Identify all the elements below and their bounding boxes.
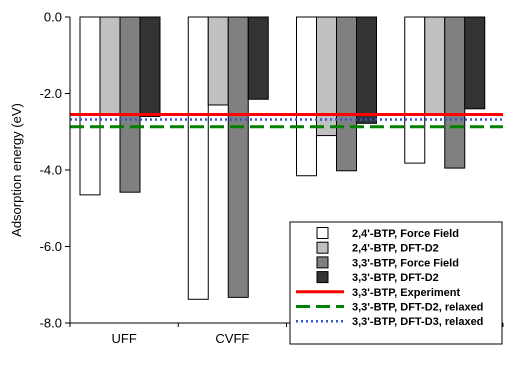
bar [187, 16, 209, 300]
y-ticks-layer: 0.0 -2.0 -4.0 -6.0 -8.0 [40, 10, 70, 331]
bar [296, 16, 317, 177]
legend-label: 2,4'-BTP, DFT-D2 [352, 243, 439, 255]
bar [99, 16, 121, 116]
bar [139, 16, 161, 117]
legend-swatch [316, 241, 329, 254]
bar [119, 16, 141, 193]
bar [227, 16, 249, 298]
legend-swatch [316, 256, 329, 269]
legend-label: 2,4'-BTP, Force Field [352, 228, 459, 240]
bar [356, 16, 377, 124]
bar [424, 16, 446, 116]
bar [404, 16, 426, 164]
legend-label: 3,3'-BTP, DFT-D2, relaxed [352, 302, 483, 314]
y-tick-label: -6.0 [40, 239, 62, 254]
bar [79, 16, 101, 196]
legend-items: 2,4'-BTP, Force Field 2,4'-BTP, DFT-D2 3,3… [296, 227, 483, 328]
legend-swatch [316, 271, 329, 284]
legend-swatch [316, 227, 329, 239]
bars-layer [79, 16, 486, 300]
y-tick-label: -4.0 [40, 163, 62, 178]
y-tick-label: 0.0 [44, 10, 62, 25]
y-tick-label: -2.0 [40, 86, 62, 101]
reference-lines-layer [70, 113, 503, 129]
legend-label: 3,3'-BTP, Force Field [352, 257, 459, 269]
legend-label: 3,3'-BTP, DFT-D2 [352, 272, 439, 284]
legend-label: 3,3'-BTP, Experiment [352, 287, 461, 299]
legend-label: 3,3'-BTP, DFT-D3, relaxed [352, 316, 483, 328]
bar [207, 16, 229, 106]
legend: 2,4'-BTP, Force Field 2,4'-BTP, DFT-D2 3,3… [289, 221, 503, 345]
bar [464, 16, 486, 110]
y-axis-title: Adsorption energy (eV) [9, 103, 24, 237]
bar [336, 16, 357, 172]
bar [247, 16, 269, 100]
x-tick-label: CVFF [215, 331, 249, 346]
bar [316, 16, 337, 137]
y-tick-label: -8.0 [40, 316, 62, 331]
x-tick-label: UFF [111, 331, 136, 346]
bar [444, 16, 466, 169]
